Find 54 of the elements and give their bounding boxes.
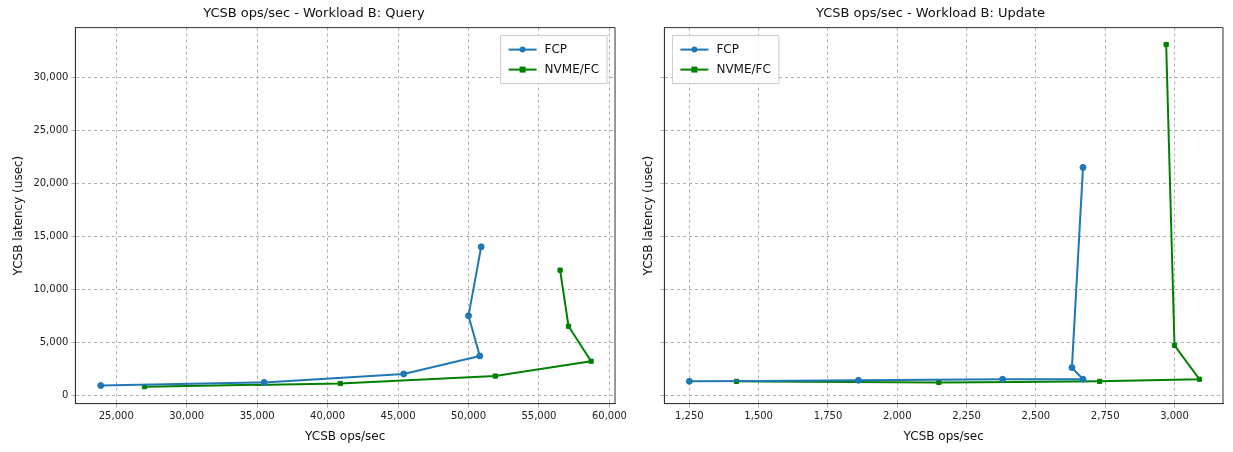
x-tick-label: 2,000: [882, 410, 912, 422]
y-axis-title: YCSB latency (usec): [641, 155, 656, 277]
legend-label: FCP: [716, 41, 739, 56]
x-tick-label: 55,000: [521, 410, 557, 422]
point: [400, 370, 408, 378]
y-tick-label: 30,000: [33, 70, 69, 82]
point: [1196, 376, 1203, 382]
point: [999, 375, 1007, 383]
x-tick-label: 45,000: [380, 410, 416, 422]
point: [685, 377, 693, 385]
point: [1068, 364, 1076, 372]
x-tick-label: 1,750: [813, 410, 843, 422]
x-tick-label: 3,000: [1160, 410, 1189, 422]
x-tick-label: 50,000: [451, 410, 486, 422]
point: [477, 243, 485, 251]
point: [588, 358, 594, 364]
x-tick-label: 1,250: [675, 410, 704, 422]
point: [465, 312, 472, 320]
point: [1163, 41, 1169, 48]
legend-label: NVME/FC: [544, 61, 600, 76]
x-tick-label: 60,000: [591, 410, 627, 422]
point: [1079, 163, 1087, 171]
point: [565, 323, 572, 329]
x-tick-label: 40,000: [310, 410, 346, 422]
y-tick-label: 20,000: [33, 176, 69, 188]
chart-title: YCSB ops/sec - Workload B: Query: [202, 5, 426, 21]
x-tick-label: 2,250: [952, 410, 981, 422]
x-tick-label: 35,000: [239, 410, 275, 422]
point: [476, 352, 484, 360]
y-tick-label: 5,000: [39, 335, 69, 347]
x-axis-title: YCSB ops/sec: [902, 428, 984, 443]
point: [557, 267, 563, 273]
point: [1079, 375, 1087, 383]
y-tick-label: 0: [62, 388, 69, 400]
x-tick-label: 2,500: [1021, 410, 1051, 422]
x-axis-title: YCSB ops/sec: [304, 428, 386, 443]
point: [260, 378, 268, 386]
legend-label: FCP: [544, 41, 568, 56]
y-axis-title: YCSB latency (usec): [11, 155, 26, 277]
x-tick-label: 1,500: [744, 410, 773, 422]
y-tick-label: 15,000: [33, 229, 69, 241]
point: [337, 380, 343, 387]
point: [1097, 378, 1103, 384]
point: [1171, 342, 1178, 348]
point: [97, 382, 105, 390]
x-tick-label: 25,000: [98, 410, 134, 422]
point: [492, 373, 498, 379]
y-tick-label: 10,000: [33, 282, 69, 294]
x-tick-label: 30,000: [169, 410, 205, 422]
x-tick-label: 2,750: [1090, 410, 1120, 422]
legend-label: NVME/FC: [716, 61, 771, 76]
point: [854, 376, 862, 384]
y-tick-label: 25,000: [33, 123, 69, 135]
chart-title: YCSB ops/sec - Workload B: Update: [814, 5, 1046, 21]
